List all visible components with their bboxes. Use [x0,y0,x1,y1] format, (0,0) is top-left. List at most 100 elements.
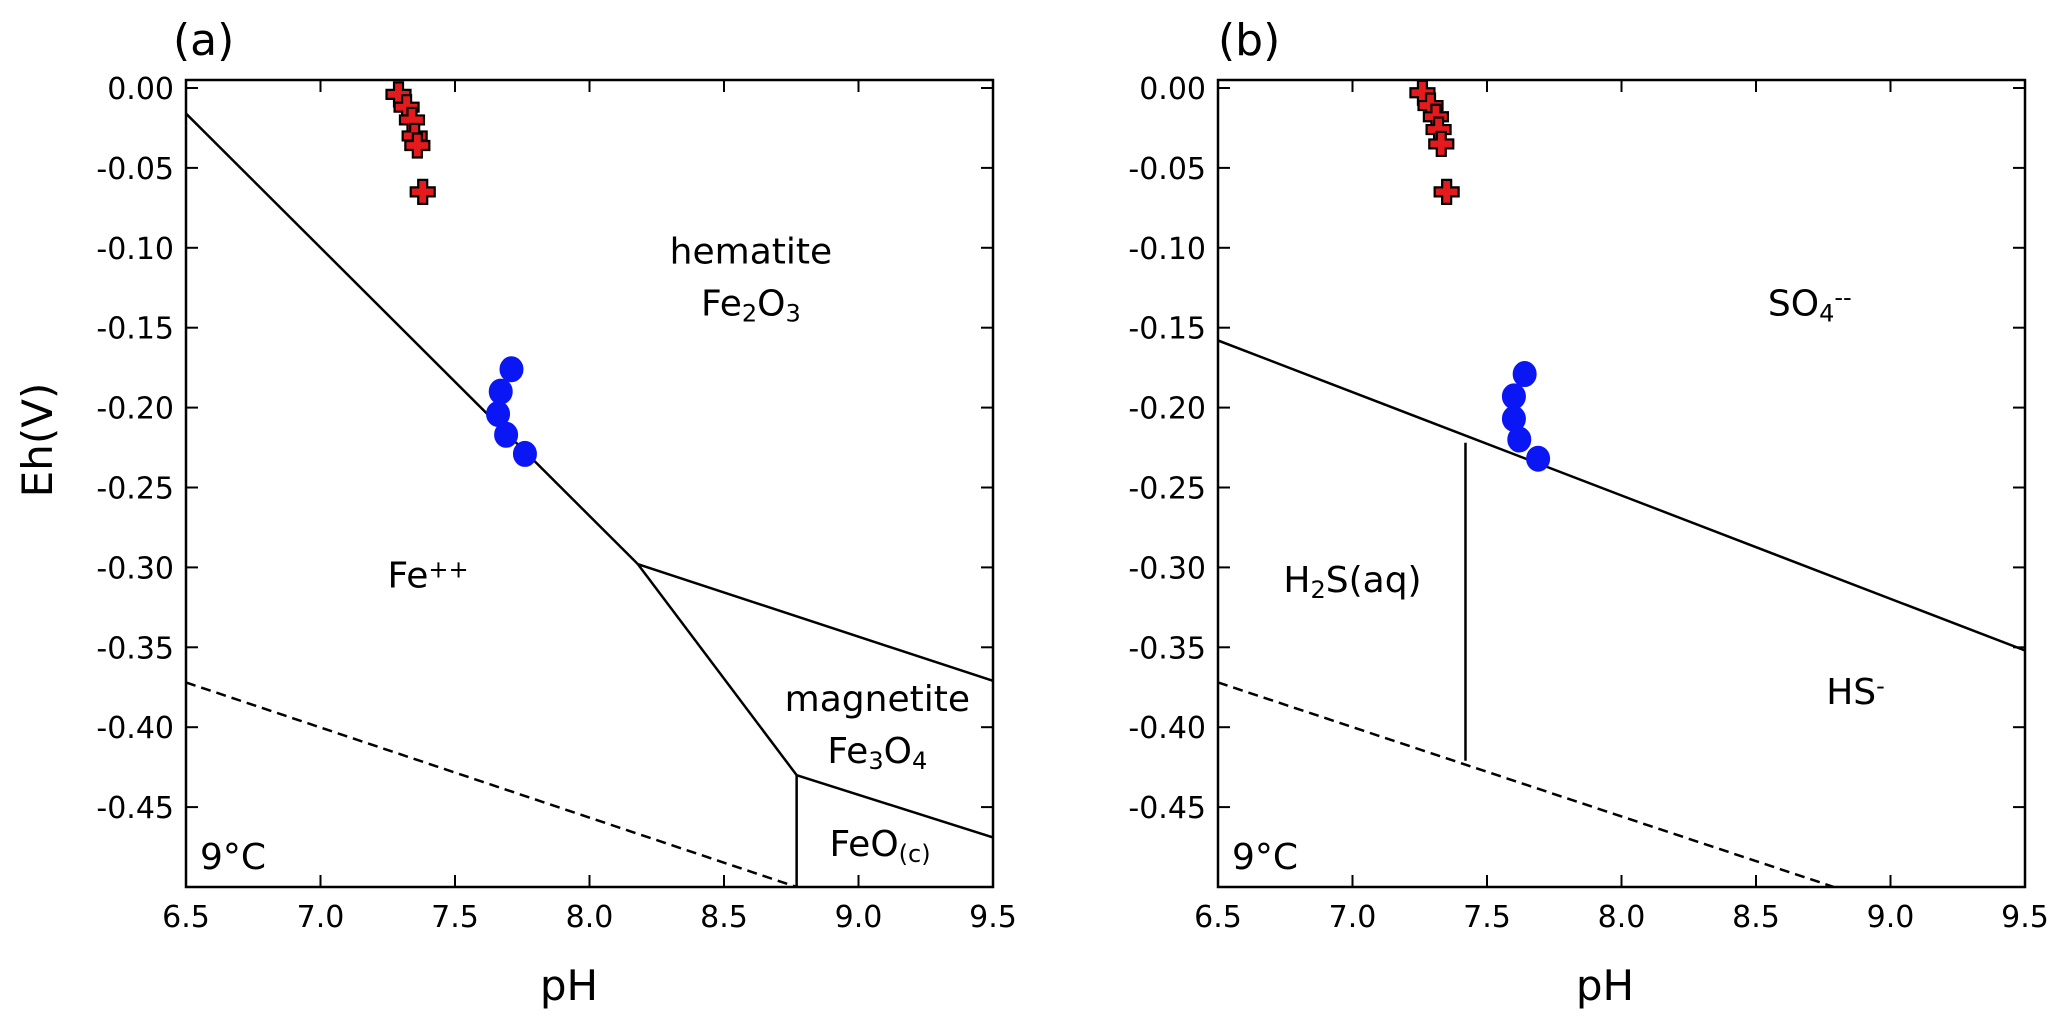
panel-a-boundary-line-2 [637,563,993,683]
panel-b-sulfur-diagram: (b) pH 6.5 7.0 7.5 8.0 8.5 9.0 9.5 0.00 -0.05 -0.… [1128,15,2048,1010]
panel-a-formula-part: 3 [868,747,883,775]
panel-a-y-tick-label: 0.00 [107,72,174,107]
panel-b-temperature-label: 9°C [1232,837,1298,878]
panel-a-y-tick-label: -0.10 [96,232,174,267]
panel-a-formula-part: 3 [786,300,801,328]
panel-b-formula-part: - [1876,672,1885,700]
panel-b-formula-part: S(aq) [1326,560,1422,601]
panel-a-y-tick-label: -0.35 [96,631,174,666]
panel-a-x-tick-label: 8.0 [566,900,614,935]
panel-a-formula-part: (c) [899,840,931,868]
panel-b-red-cross-point [1433,178,1460,205]
panel-a-x-axis-label: pH [540,961,598,1010]
panel-a-y-tick-label: -0.40 [96,711,174,746]
panel-b-series-circle [1501,361,1551,472]
panel-a-formula-part: Fe [701,284,742,325]
panel-a-region-formula-feo-c-: FeO(c) [829,824,930,868]
panel-a-region-name-magnetite: magnetite [785,679,970,720]
panel-b-y-tick-label: 0.00 [1139,72,1206,107]
panel-b-y-tick-label: -0.05 [1128,152,1206,187]
panel-a-formula-part: 4 [912,747,927,775]
panel-b-boundary-line-2 [1218,681,1835,887]
panel-a-series-cross [385,81,436,205]
panel-a-formula-part: 2 [742,300,757,328]
panel-a-formula-part: ++ [428,556,468,584]
panel-b-x-tick-label: 8.5 [1732,900,1780,935]
panel-b-blue-circle-point [1507,426,1532,453]
panel-a-iron-diagram: (a) Eh(V) pH 6.5 7.0 7.5 8.0 8.5 9.0 9.5 0.00 -0… [13,15,1017,1010]
panel-a-boundary-line-5 [186,681,798,887]
panel-a-y-axis-label: Eh(V) [13,383,62,498]
panel-b-x-tick-label: 9.5 [2001,900,2049,935]
panel-a-y-tick-label: -0.30 [96,551,174,586]
panel-b-x-tick-label: 9.0 [1867,900,1915,935]
panel-b-label: (b) [1218,15,1280,66]
panel-a-boundary-line-0 [186,112,639,566]
panel-a-x-tick-label: 6.5 [162,900,210,935]
panel-a-formula-part: FeO [829,824,898,865]
panel-b-boundaries [1218,339,2025,887]
panel-a-region-name-hematite: hematite [670,232,832,273]
panel-a-y-tick-label: -0.25 [96,471,174,506]
panel-a-region-formula-fe-: Fe++ [388,555,469,596]
panel-b-x-tick-label: 7.0 [1329,900,1377,935]
panel-a-blue-circle-point [494,421,519,448]
panel-a-boundary-line-3 [796,773,993,839]
panel-b-y-tick-label: -0.20 [1128,392,1206,427]
panel-b-region-formula-h2s-aq-: H2S(aq) [1283,560,1421,604]
panel-a-series-circle [486,356,537,467]
panel-b-y-tick-label: -0.25 [1128,471,1206,506]
panel-a-label: (a) [173,15,234,66]
panel-a-y-tick-label: -0.05 [96,152,174,187]
panel-b-formula-part: H [1283,560,1310,601]
panel-b-formula-part: -- [1834,284,1851,312]
panel-b-x-axis-label: pH [1576,961,1634,1010]
panel-b-y-tick-label: -0.35 [1128,631,1206,666]
panel-b-formula-part: 4 [1819,300,1834,328]
panel-a-blue-circle-point [488,378,513,405]
panel-a-temperature-label: 9°C [200,837,266,878]
panel-b-formula-part: HS [1826,672,1876,713]
panel-b-y-tick-label: -0.30 [1128,551,1206,586]
panel-a-red-cross-point [409,178,436,205]
panel-a-x-tick-label: 7.5 [431,900,479,935]
panel-a-x-tick-label: 9.0 [835,900,883,935]
panel-b-y-tick-label: -0.45 [1128,791,1206,826]
panel-a-formula-part: O [884,731,912,772]
panel-b-plot-area: 6.5 7.0 7.5 8.0 8.5 9.0 9.5 0.00 -0.05 -0.10 -0.15… [1128,72,2048,935]
panel-b-y-tick-label: -0.40 [1128,711,1206,746]
panel-b-formula-part: SO [1768,284,1819,325]
panel-b-region-formula-hs-: HS- [1826,672,1885,713]
panel-a-boundaries [186,112,993,887]
panel-a-formula-part: Fe [388,555,429,596]
panel-a-x-tick-label: 8.5 [700,900,748,935]
panel-a-red-cross-point [404,132,431,159]
panel-a-plot-area: 6.5 7.0 7.5 8.0 8.5 9.0 9.5 0.00 -0.05 -0.10 -0.15… [96,72,1016,935]
panel-a-boundary-line-1 [636,563,798,776]
panel-b-x-tick-label: 8.0 [1598,900,1646,935]
panel-a-formula-part: Fe [827,731,868,772]
panel-a-formula-part: O [757,284,785,325]
panel-a-y-tick-label: -0.20 [96,392,174,427]
panel-a-x-tick-label: 9.5 [969,900,1017,935]
panel-a-y-tick-label: -0.15 [96,312,174,347]
panel-b-y-tick-label: -0.10 [1128,232,1206,267]
panel-a-y-tick-label: -0.45 [96,791,174,826]
panel-a-x-tick-label: 7.0 [297,900,345,935]
panel-b-blue-circle-point [1512,361,1537,388]
panel-b-formula-part: 2 [1310,576,1325,604]
panel-a-blue-circle-point [499,356,524,383]
panel-a-region-formula-magnetite: Fe3O4 [827,731,927,775]
panel-b-blue-circle-point [1501,383,1526,410]
panel-b-axes-frame [1216,78,2027,889]
panel-b-blue-circle-point [1526,445,1551,472]
panel-b-x-tick-label: 6.5 [1194,900,1242,935]
panel-b-region-formula-so4-: SO4-- [1768,284,1852,328]
panel-b-boundary-line-0 [1218,339,2025,652]
panel-b-series-cross [1409,79,1460,205]
panel-a-blue-circle-point [512,440,537,467]
panel-b-x-tick-label: 7.5 [1463,900,1511,935]
panel-b-y-tick-label: -0.15 [1128,312,1206,347]
panel-a-region-formula-hematite: Fe2O3 [701,284,801,328]
